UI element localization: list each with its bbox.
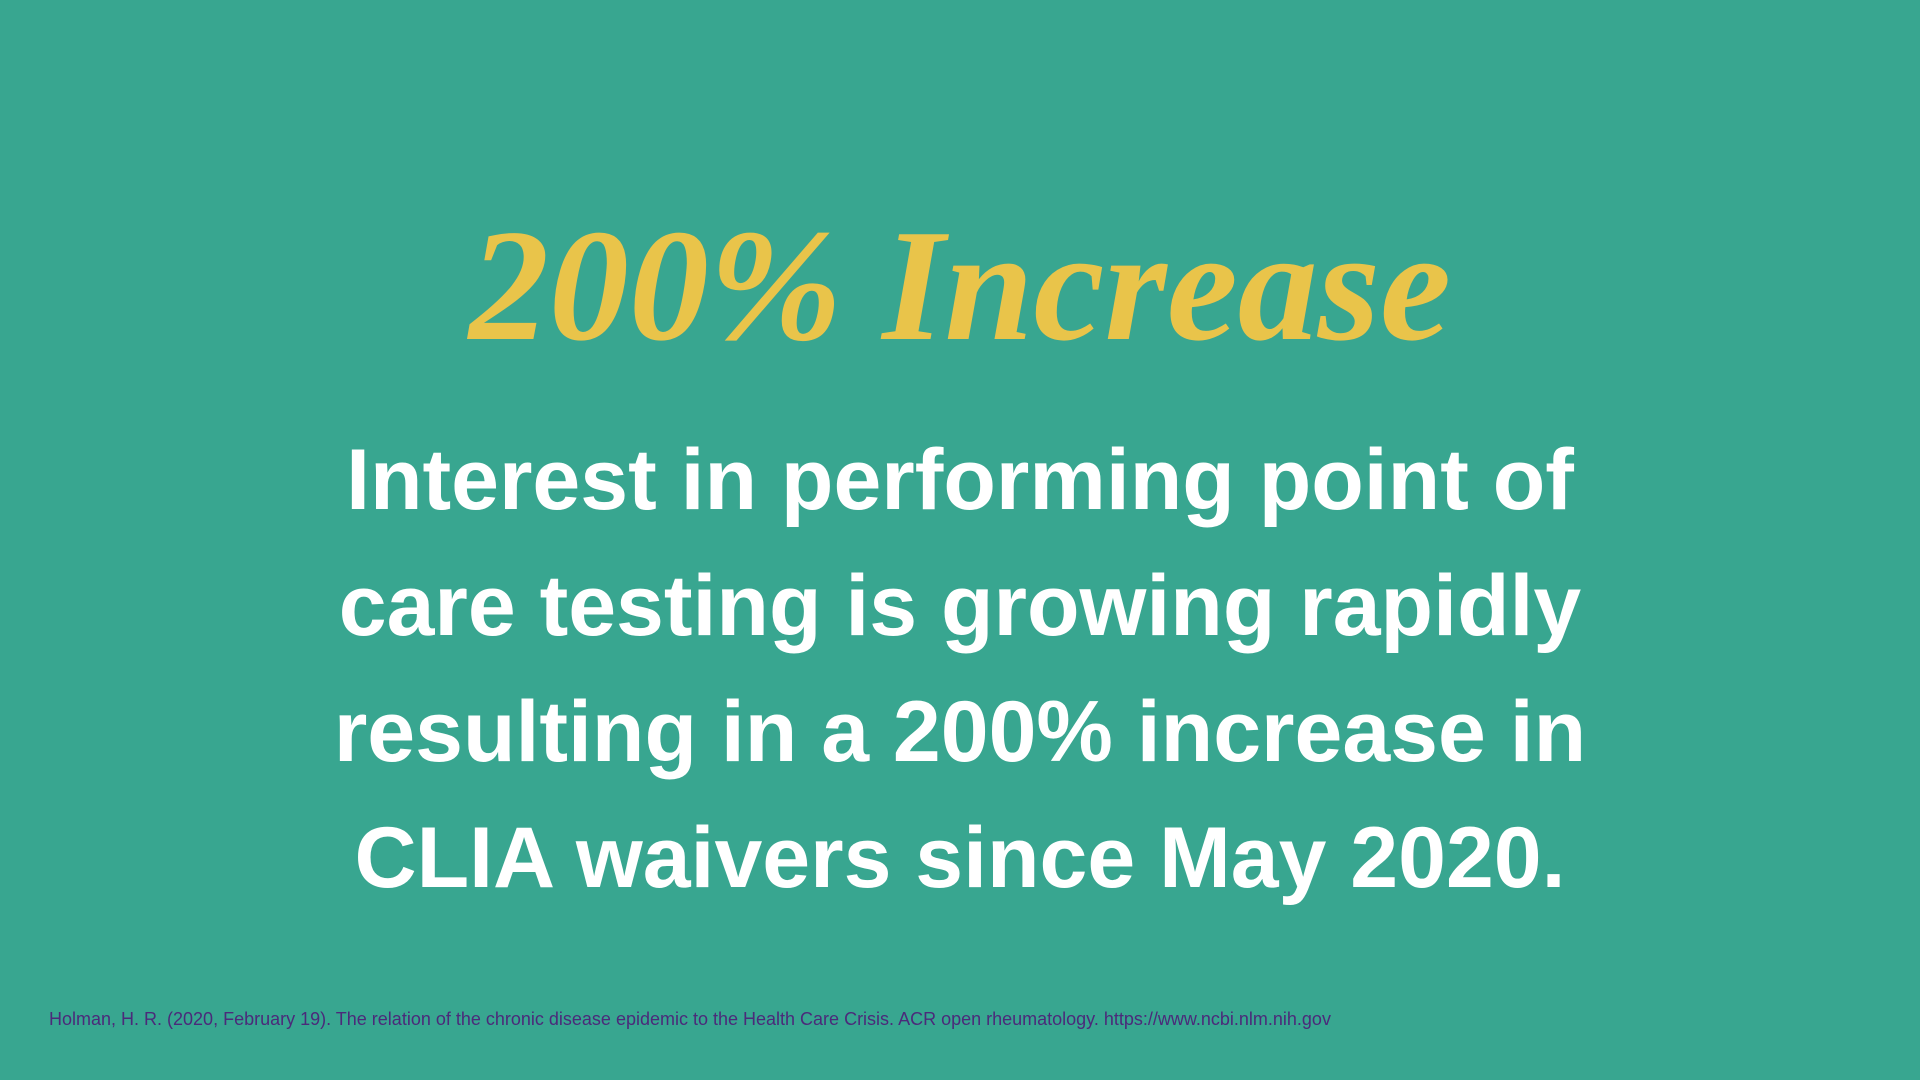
title: 200% Increase xyxy=(468,196,1452,374)
body-line: resulting in a 200% increase in xyxy=(333,684,1587,780)
body-line: CLIA waivers since May 2020. xyxy=(354,810,1566,906)
body-text: Interest in performing point of care test… xyxy=(0,417,1920,921)
body-line: Interest in performing point of xyxy=(346,432,1574,528)
body-line: care testing is growing rapidly xyxy=(338,558,1582,654)
citation: Holman, H. R. (2020, February 19). The r… xyxy=(49,1009,1331,1029)
